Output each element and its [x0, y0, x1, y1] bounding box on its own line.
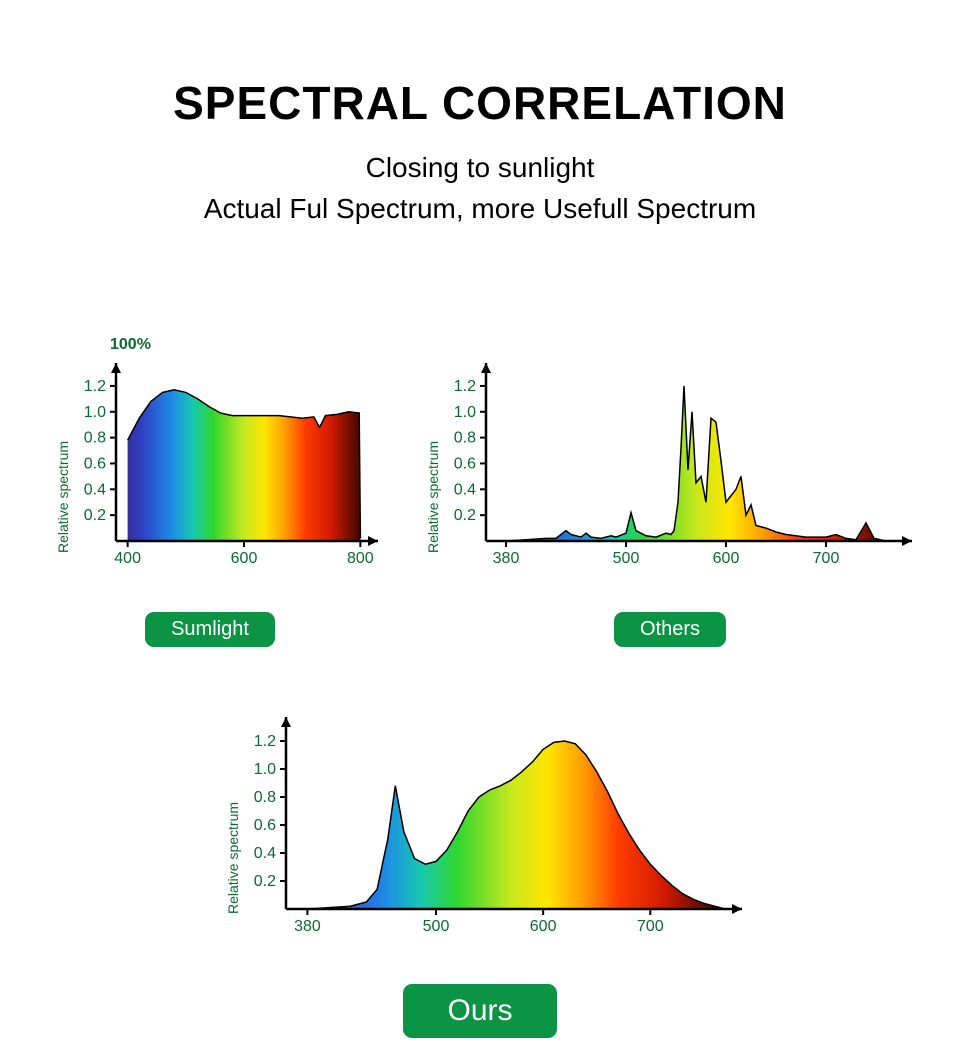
subtitle-line-1: Closing to sunlight — [366, 152, 595, 183]
svg-text:1.0: 1.0 — [254, 761, 276, 778]
svg-text:400: 400 — [114, 550, 141, 567]
svg-text:Relative spectrum: Relative spectrum — [225, 802, 241, 914]
svg-text:500: 500 — [423, 918, 450, 935]
subtitle-line-2: Actual Ful Spectrum, more Usefull Spectr… — [204, 193, 756, 224]
svg-text:600: 600 — [231, 550, 258, 567]
chart-others: 0.2 0.4 0.6 0.8 1.0 1.2 380 500 600 700 Relative… — [410, 319, 930, 594]
panel-others: 0.2 0.4 0.6 0.8 1.0 1.2 380 500 600 700 Relative… — [410, 319, 930, 647]
svg-text:500: 500 — [613, 550, 640, 567]
svg-text:1.0: 1.0 — [454, 404, 476, 421]
svg-text:600: 600 — [530, 918, 557, 935]
svg-text:700: 700 — [813, 550, 840, 567]
panel-ours: 0.2 0.4 0.6 0.8 1.0 1.2 380 500 600 700 Relative… — [200, 687, 760, 1038]
svg-text:0.8: 0.8 — [254, 789, 276, 806]
svg-text:0.2: 0.2 — [84, 507, 106, 524]
svg-text:380: 380 — [493, 550, 520, 567]
svg-text:0.8: 0.8 — [84, 430, 106, 447]
svg-text:Relative spectrum: Relative spectrum — [55, 441, 71, 553]
badge-sunlight: Sumlight — [145, 612, 275, 647]
chart-ours: 0.2 0.4 0.6 0.8 1.0 1.2 380 500 600 700 Relative… — [200, 687, 760, 962]
svg-text:0.4: 0.4 — [84, 481, 106, 498]
panel-sunlight: 100% 0.2 0.4 0.6 0.8 1.0 1.2 400 600 800 Relati… — [30, 319, 390, 647]
infographic-root: SPECTRAL CORRELATION Closing to sunlight… — [0, 0, 960, 1052]
page-subtitle: Closing to sunlight Actual Ful Spectrum,… — [0, 148, 960, 229]
svg-text:0.6: 0.6 — [84, 456, 106, 473]
svg-text:0.6: 0.6 — [454, 456, 476, 473]
badge-others: Others — [614, 612, 726, 647]
svg-text:800: 800 — [347, 550, 374, 567]
svg-text:0.2: 0.2 — [454, 507, 476, 524]
svg-text:0.6: 0.6 — [254, 817, 276, 834]
badge-ours: Ours — [403, 984, 556, 1038]
svg-text:0.4: 0.4 — [254, 845, 276, 862]
svg-text:1.2: 1.2 — [84, 378, 106, 395]
svg-text:0.2: 0.2 — [254, 873, 276, 890]
svg-text:0.4: 0.4 — [454, 481, 476, 498]
svg-text:1.2: 1.2 — [454, 378, 476, 395]
svg-text:Relative spectrum: Relative spectrum — [425, 441, 441, 553]
svg-text:100%: 100% — [110, 336, 151, 353]
svg-text:380: 380 — [294, 918, 321, 935]
svg-text:0.8: 0.8 — [454, 430, 476, 447]
svg-text:1.2: 1.2 — [254, 733, 276, 750]
page-title: SPECTRAL CORRELATION — [0, 76, 960, 130]
bottom-row: 0.2 0.4 0.6 0.8 1.0 1.2 380 500 600 700 Relative… — [0, 647, 960, 1038]
svg-text:1.0: 1.0 — [84, 404, 106, 421]
top-row: 100% 0.2 0.4 0.6 0.8 1.0 1.2 400 600 800 Relati… — [0, 319, 960, 647]
svg-text:700: 700 — [637, 918, 664, 935]
chart-sunlight: 100% 0.2 0.4 0.6 0.8 1.0 1.2 400 600 800 Relati… — [30, 319, 390, 594]
svg-text:600: 600 — [713, 550, 740, 567]
